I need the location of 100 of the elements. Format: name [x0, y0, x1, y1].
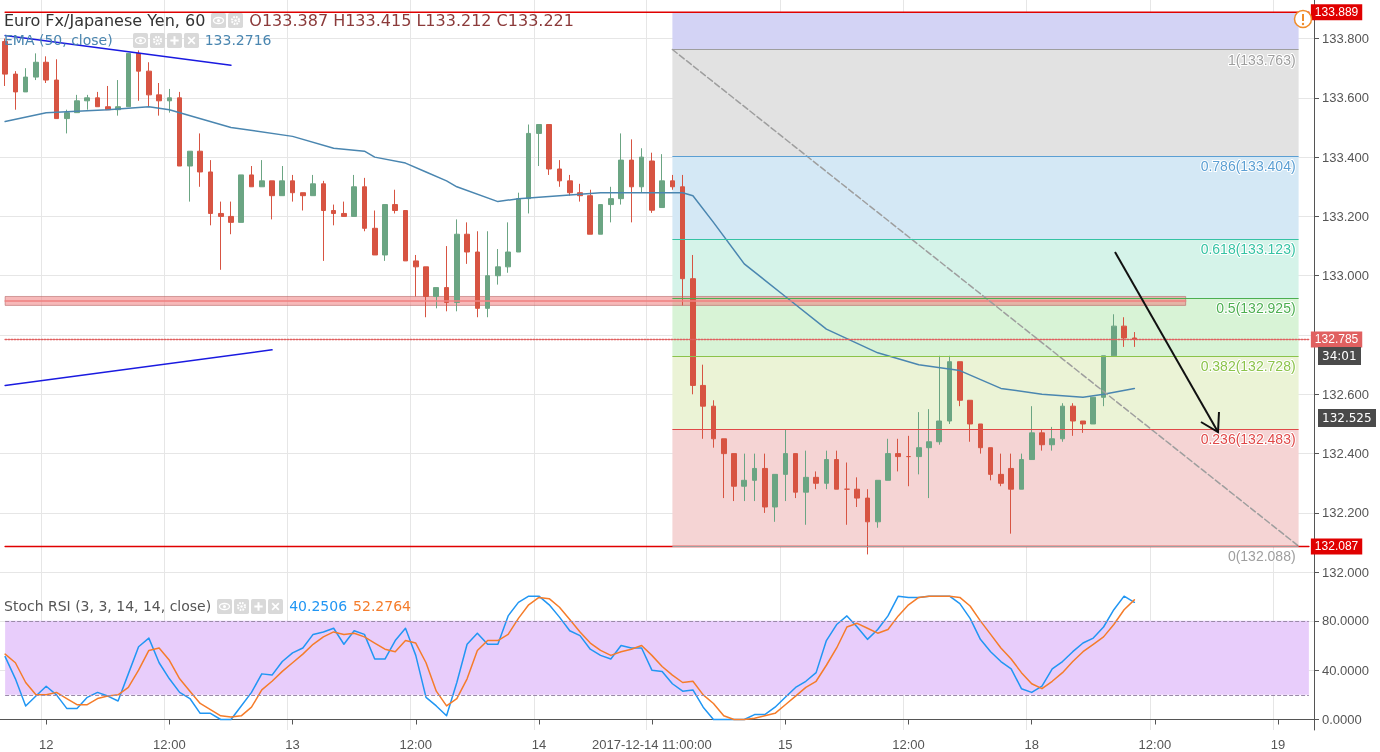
- annotation: 52.2764: [353, 598, 411, 614]
- candlestick: [167, 88, 172, 114]
- candlestick: [526, 124, 531, 214]
- text: O133.387 H133.415 L133.212 C133.221: [249, 11, 574, 30]
- candlestick: [464, 221, 470, 265]
- line-series: [4, 105, 1136, 399]
- candlestick: [1121, 316, 1127, 348]
- candlestick: [926, 408, 932, 499]
- candlestick: [936, 355, 942, 446]
- candlestick: [731, 453, 737, 502]
- annotation: 133.2716: [204, 32, 272, 48]
- data-label: 132.087: [1314, 539, 1359, 554]
- ref-line-label: 0.382(132.728): [1200, 358, 1296, 375]
- candlestick: [741, 453, 747, 502]
- candlestick: [916, 411, 922, 475]
- line-series: [4, 595, 1136, 721]
- candlestick: [269, 180, 275, 220]
- candlestick: [516, 192, 521, 253]
- text: 132.525: [1318, 409, 1376, 428]
- candlestick: [957, 361, 963, 407]
- candlestick: [546, 124, 552, 176]
- candlestick: [341, 201, 347, 217]
- candlestick: [772, 473, 778, 523]
- candlestick: [587, 189, 593, 235]
- ref-line-label: 0(132.088): [1227, 548, 1296, 565]
- x-tick-label: 15: [778, 737, 793, 752]
- candlestick: [64, 109, 70, 134]
- candlestick: [13, 70, 18, 111]
- candlestick: [156, 82, 162, 117]
- x-tick-label: 13: [285, 737, 300, 752]
- candlestick: [177, 91, 182, 167]
- candlestick: [33, 52, 39, 81]
- y-tick-label: 133.400: [1322, 149, 1369, 165]
- x-tick-label: 12:00: [1138, 737, 1172, 752]
- y-tick-label: 40.0000: [1322, 662, 1369, 678]
- x-tick-label: 12:00: [399, 737, 433, 752]
- y-tick-label: 133.800: [1322, 31, 1369, 47]
- candlestick: [403, 210, 408, 262]
- candlestick: [23, 67, 28, 93]
- y-tick-label: 133.600: [1322, 90, 1369, 106]
- candlestick: [413, 254, 419, 297]
- candlestick: [567, 174, 573, 197]
- data-label: 132.785: [1314, 332, 1359, 347]
- candlestick: [238, 174, 244, 223]
- candlestick: [259, 159, 265, 188]
- candlestick: [310, 174, 316, 197]
- candlestick: [752, 453, 757, 502]
- candlestick: [454, 218, 460, 312]
- ref-line-label: 0.5(132.925): [1216, 299, 1296, 316]
- candlestick: [372, 210, 378, 256]
- candlestick: [557, 159, 562, 188]
- candlestick: [639, 147, 644, 194]
- ref-line-label: 1(133.763): [1227, 51, 1296, 68]
- candlestick: [382, 204, 388, 262]
- candlestick: [433, 287, 439, 309]
- candlestick: [834, 450, 839, 490]
- x-tick-label: 2017-12-14 11:00:00: [591, 737, 712, 752]
- y-tick-label: 80.0000: [1322, 613, 1369, 629]
- candlestick: [649, 152, 655, 214]
- candlestick: [885, 438, 891, 481]
- candlestick: [43, 55, 49, 84]
- ref-line-label: 0.786(133.404): [1200, 157, 1296, 174]
- candlestick: [1029, 405, 1035, 461]
- candlestick: [670, 174, 675, 191]
- ref-line-label: 0.236(132.483): [1200, 431, 1296, 448]
- candlestick: [331, 204, 336, 226]
- text: Stoch RSI (3, 3, 14, 14, close): [4, 598, 212, 614]
- candlestick: [300, 192, 306, 211]
- x-tick-label: 12: [38, 737, 54, 752]
- candlestick: [690, 254, 696, 395]
- candlestick: [126, 52, 131, 108]
- y-tick-label: 132.000: [1322, 564, 1369, 580]
- candlestick: [803, 450, 809, 526]
- candlestick: [895, 438, 901, 472]
- x-tick-label: 14: [531, 737, 547, 752]
- candlestick: [680, 174, 685, 306]
- candlestick: [505, 221, 511, 274]
- candlestick: [608, 186, 614, 223]
- candlestick: [136, 49, 141, 102]
- candlestick: [629, 138, 634, 223]
- candlestick: [875, 479, 881, 529]
- candlestick: [392, 189, 398, 214]
- candlestick: [208, 159, 213, 226]
- text: 34:01: [1318, 347, 1361, 366]
- x-tick-label: 12:00: [892, 737, 925, 752]
- candlestick: [721, 438, 727, 499]
- data-label: 133.889: [1314, 5, 1359, 20]
- y-tick-label: 132.400: [1322, 446, 1369, 462]
- candlestick: [54, 58, 59, 120]
- candlestick: [824, 450, 829, 490]
- candlestick: [423, 266, 429, 318]
- candlestick: [1090, 396, 1096, 425]
- candlestick: [279, 165, 285, 197]
- candlestick: [906, 435, 911, 487]
- candlestick: [187, 150, 193, 203]
- x-tick-label: 19: [1270, 737, 1286, 752]
- candlestick: [475, 230, 480, 318]
- candlestick: [844, 462, 850, 526]
- y-tick-label: 132.200: [1322, 505, 1369, 521]
- candlestick: [783, 429, 788, 502]
